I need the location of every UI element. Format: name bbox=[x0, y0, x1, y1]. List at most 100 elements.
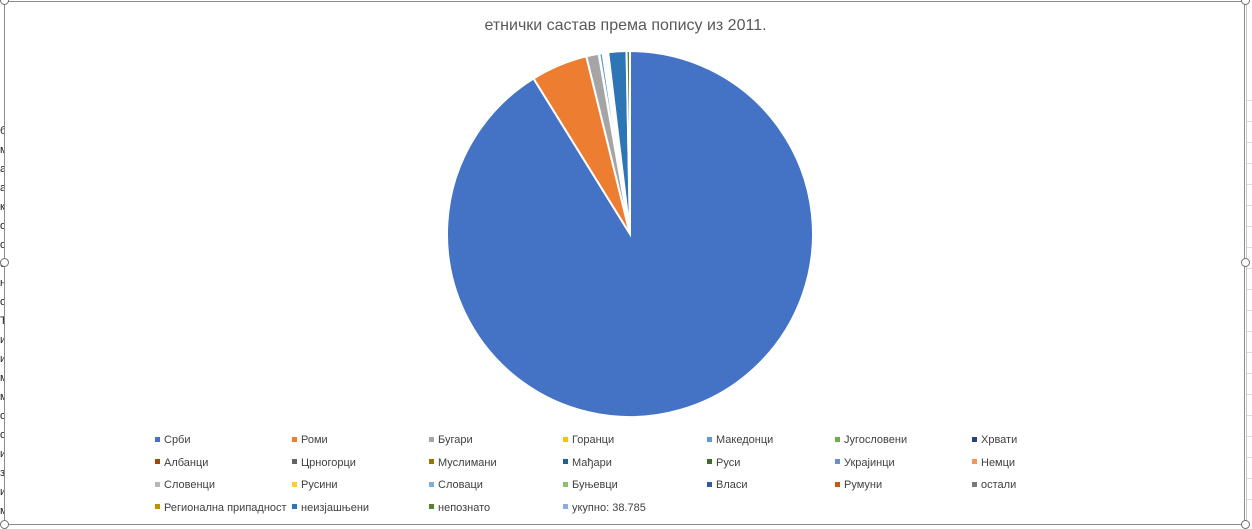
sheet-cell-text: м bbox=[0, 372, 6, 384]
chart-area[interactable]: етнички састав према попису из 2011. Срб… bbox=[4, 1, 1245, 525]
legend-item[interactable]: Албанци bbox=[155, 457, 208, 473]
legend-item[interactable]: укупно: 38.785 bbox=[563, 502, 646, 518]
pie-chart bbox=[446, 49, 814, 418]
legend-swatch bbox=[563, 481, 568, 487]
legend-label: Буњевци bbox=[572, 479, 618, 491]
legend-swatch bbox=[707, 436, 712, 442]
sheet-cell-text: б bbox=[0, 125, 6, 137]
legend-item[interactable]: Горанци bbox=[563, 434, 614, 450]
legend-item[interactable]: Русини bbox=[292, 479, 338, 495]
legend-item[interactable]: Руси bbox=[707, 457, 740, 473]
legend-item[interactable]: Хрвати bbox=[972, 434, 1017, 450]
sheet-row-line bbox=[1247, 499, 1252, 500]
legend-label: Власи bbox=[716, 479, 748, 491]
legend-label: Срби bbox=[164, 434, 191, 446]
legend-label: Бугари bbox=[438, 434, 473, 446]
sheet-cell-text: м bbox=[0, 144, 6, 156]
legend-swatch bbox=[429, 436, 434, 442]
legend-item[interactable]: Словенци bbox=[155, 479, 215, 495]
sheet-cell-text: з bbox=[0, 467, 6, 479]
legend-item[interactable]: Мађари bbox=[563, 457, 612, 473]
legend-swatch bbox=[972, 481, 977, 487]
resize-handle-bottom-right[interactable] bbox=[1241, 520, 1250, 529]
sheet-row-line bbox=[1247, 394, 1252, 395]
legend-label: Мађари bbox=[572, 456, 612, 469]
legend-item[interactable]: Бугари bbox=[429, 434, 473, 450]
legend-label: Југословени bbox=[844, 434, 908, 446]
legend-label: Регионална припадност bbox=[164, 501, 287, 514]
resize-handle-bottom-left[interactable] bbox=[0, 520, 9, 529]
legend-label: укупно: 38.785 bbox=[572, 501, 646, 514]
sheet-row-line bbox=[1247, 226, 1252, 227]
legend-swatch bbox=[429, 459, 434, 465]
sheet-cell-text: и bbox=[0, 486, 6, 498]
legend-label: непознато bbox=[438, 501, 491, 514]
legend-label: Украјинци bbox=[844, 456, 895, 469]
legend-label: Албанци bbox=[164, 456, 209, 469]
legend-item[interactable]: Роми bbox=[292, 434, 328, 450]
resize-handle-middle-left[interactable] bbox=[0, 258, 9, 267]
legend-item[interactable]: Југословени bbox=[835, 434, 907, 450]
legend-item[interactable]: Муслимани bbox=[429, 457, 497, 473]
sheet-row-line bbox=[1247, 142, 1252, 143]
legend-swatch bbox=[155, 481, 160, 487]
sheet-cell-text: м bbox=[0, 505, 6, 517]
legend-swatch bbox=[563, 504, 568, 510]
legend-item[interactable]: Црногорци bbox=[292, 457, 356, 473]
sheet-row-line bbox=[1247, 100, 1252, 101]
sheet-cell-text: Ђ bbox=[0, 315, 6, 327]
sheet-cell-text: о bbox=[0, 296, 6, 308]
legend-item[interactable]: Украјинци bbox=[835, 457, 895, 473]
sheet-cell-text: н bbox=[0, 277, 6, 289]
sheet-cell-text: и bbox=[0, 448, 6, 460]
legend-swatch bbox=[155, 436, 160, 442]
sheet-row-line bbox=[1247, 352, 1252, 353]
legend-item[interactable]: Немци bbox=[972, 457, 1015, 473]
sheet-row-line bbox=[1247, 289, 1252, 290]
legend-label: Хрвати bbox=[981, 434, 1018, 446]
legend-label: Муслимани bbox=[438, 456, 497, 469]
chart-title: етнички састав према попису из 2011. bbox=[484, 17, 767, 34]
sheet-cell-text: о bbox=[0, 220, 6, 232]
legend-swatch bbox=[429, 504, 434, 510]
legend-label: Црногорци bbox=[301, 456, 356, 469]
legend-item[interactable]: Регионална припадност bbox=[155, 502, 287, 518]
resize-handle-top-left[interactable] bbox=[0, 0, 9, 5]
sheet-cell-text: о bbox=[0, 410, 6, 422]
legend-item[interactable]: Срби bbox=[155, 434, 191, 450]
legend-label: Роми bbox=[301, 434, 328, 446]
legend-item[interactable]: Словаци bbox=[429, 479, 483, 495]
sheet-row-line bbox=[1247, 310, 1252, 311]
legend-swatch bbox=[835, 436, 840, 442]
legend-swatch bbox=[292, 504, 297, 510]
sheet-row-line bbox=[1247, 331, 1252, 332]
legend-item[interactable]: остали bbox=[972, 479, 1016, 495]
sheet-row-line bbox=[1247, 163, 1252, 164]
legend-swatch bbox=[972, 459, 977, 465]
sheet-cell-text: о bbox=[0, 239, 6, 251]
legend-item[interactable]: Румуни bbox=[835, 479, 882, 495]
resize-handle-middle-right[interactable] bbox=[1241, 258, 1250, 267]
legend-swatch bbox=[292, 481, 297, 487]
legend-item[interactable]: Македонци bbox=[707, 434, 773, 450]
sheet-row-line bbox=[1247, 121, 1252, 122]
legend-swatch bbox=[155, 504, 160, 510]
legend-swatch bbox=[972, 436, 977, 442]
legend-item[interactable]: Власи bbox=[707, 479, 748, 495]
legend-label: Русини bbox=[301, 479, 338, 491]
legend-item[interactable]: Буњевци bbox=[563, 479, 618, 495]
pie-slice-23[interactable] bbox=[625, 49, 631, 235]
sheet-cell-text: а bbox=[0, 163, 6, 175]
legend-item[interactable]: неизјашњени bbox=[292, 502, 369, 518]
sheet-cell-text: м bbox=[0, 391, 6, 403]
legend-swatch bbox=[292, 459, 297, 465]
legend-swatch bbox=[835, 459, 840, 465]
legend-label: Словаци bbox=[438, 479, 483, 491]
legend-swatch bbox=[429, 481, 434, 487]
legend-item[interactable]: непознато bbox=[429, 502, 490, 518]
sheet-cell-text: а bbox=[0, 182, 6, 194]
resize-handle-top-right[interactable] bbox=[1241, 0, 1250, 5]
legend-label: Немци bbox=[981, 456, 1016, 469]
sheet-row-line bbox=[1247, 436, 1252, 437]
legend-label: Горанци bbox=[572, 434, 615, 446]
